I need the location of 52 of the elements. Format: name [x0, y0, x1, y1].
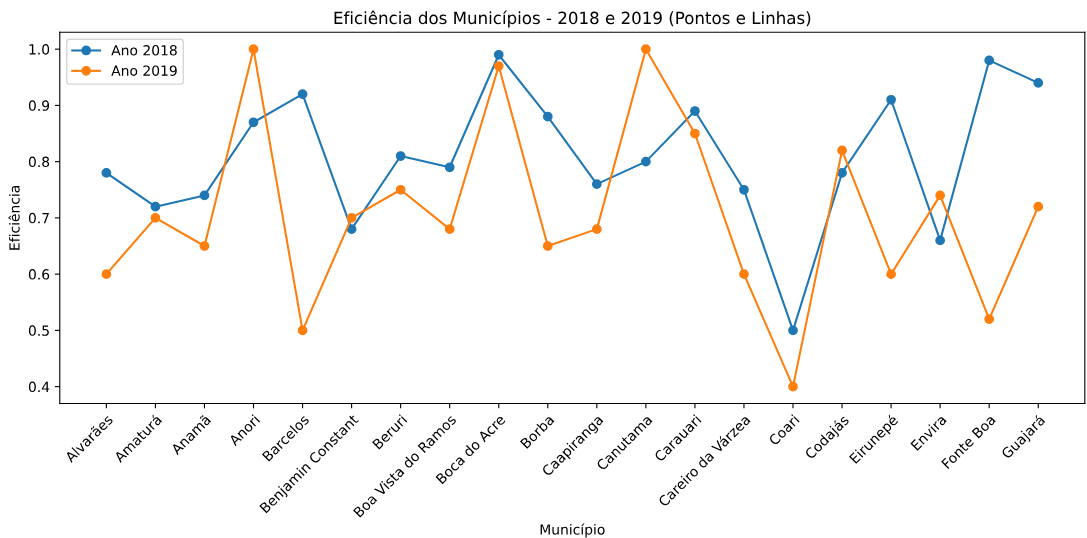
y-tick-label: 0.6 — [28, 269, 50, 280]
point — [886, 94, 896, 105]
point — [444, 224, 455, 235]
point — [788, 381, 798, 392]
point — [493, 49, 504, 60]
point — [690, 128, 700, 139]
point — [346, 213, 357, 223]
point — [739, 269, 749, 279]
point — [886, 269, 896, 279]
x-axis-title: Município — [540, 523, 605, 538]
point — [641, 44, 651, 55]
point — [591, 224, 602, 235]
point — [493, 61, 504, 71]
legend-label: Ano 2019 — [111, 65, 177, 76]
point — [199, 241, 210, 251]
y-tick-label: 0.8 — [28, 156, 50, 168]
point — [101, 168, 112, 178]
y-tick-label: 0.4 — [28, 381, 50, 393]
point — [837, 145, 847, 156]
point — [788, 325, 798, 336]
point — [395, 151, 406, 161]
point — [248, 44, 259, 55]
point — [935, 235, 946, 246]
point — [297, 325, 308, 336]
point — [444, 162, 455, 173]
point — [542, 241, 553, 251]
point — [395, 184, 406, 195]
point — [248, 117, 259, 128]
y-tick-label: 1.0 — [29, 44, 50, 55]
point — [150, 201, 161, 212]
point — [101, 269, 112, 279]
y-tick-label: 0.7 — [28, 212, 49, 224]
point — [641, 156, 651, 167]
point — [1033, 201, 1044, 212]
point — [346, 224, 357, 235]
point — [150, 213, 161, 223]
legend-label: Ano 2018 — [111, 45, 177, 56]
point — [984, 55, 995, 66]
point — [199, 190, 210, 201]
y-axis-title: Eficiência — [8, 185, 20, 250]
point — [935, 190, 946, 201]
point — [297, 89, 308, 100]
point — [1033, 78, 1044, 88]
point — [591, 179, 602, 190]
point — [542, 111, 553, 122]
y-tick-label: 0.9 — [28, 100, 50, 111]
chart-title: Eficiência dos Municípios - 2018 e 2019 (Pontos e Linhas) — [334, 10, 811, 28]
point — [984, 314, 995, 324]
y-tick-label: 0.5 — [28, 325, 49, 336]
point — [690, 106, 700, 116]
point — [837, 168, 847, 178]
point — [739, 184, 749, 195]
